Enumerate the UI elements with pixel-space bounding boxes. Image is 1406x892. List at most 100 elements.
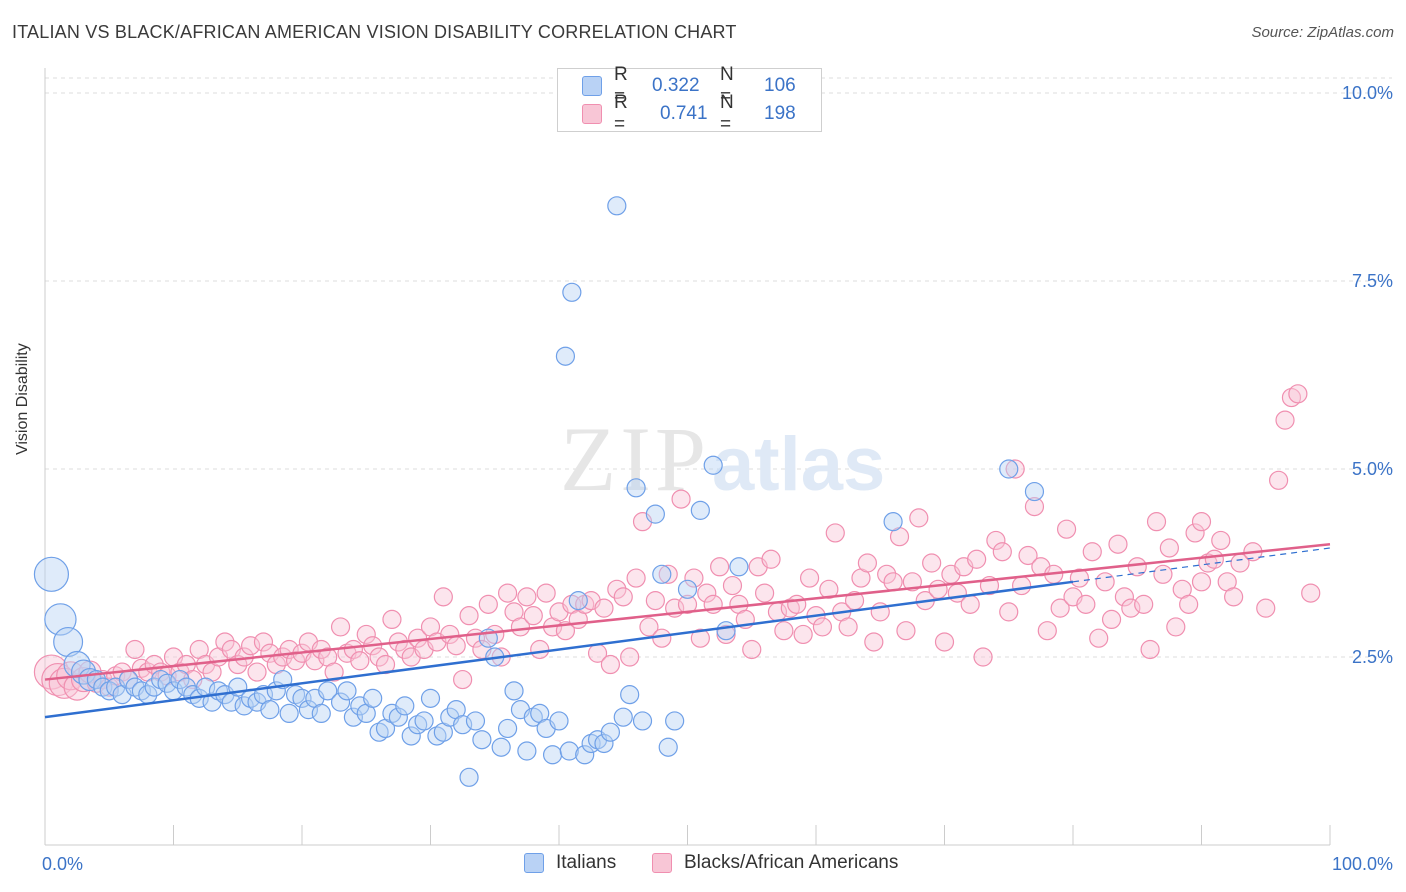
legend-item-black: Blacks/African Americans xyxy=(652,852,898,874)
data-point xyxy=(1166,617,1186,637)
data-point xyxy=(562,282,582,302)
data-point xyxy=(1288,384,1308,404)
series-italians-points xyxy=(33,196,1045,787)
data-point xyxy=(787,594,807,614)
data-point xyxy=(774,621,794,641)
data-point xyxy=(600,722,621,742)
data-point xyxy=(710,557,730,577)
data-point xyxy=(1024,497,1045,517)
data-point xyxy=(799,568,820,588)
data-point xyxy=(1204,549,1224,569)
legend-row-black: R = 0.741 N = 198 xyxy=(582,92,796,135)
data-point xyxy=(1089,628,1109,648)
watermark-zip: ZIP xyxy=(560,408,710,510)
data-point xyxy=(523,606,543,626)
data-point xyxy=(215,632,235,652)
r-value: 0.322 xyxy=(652,75,700,96)
data-point xyxy=(613,707,633,727)
data-point xyxy=(1024,481,1045,502)
italians-swatch xyxy=(524,853,544,873)
data-point xyxy=(388,707,408,727)
data-point xyxy=(433,587,453,607)
data-point xyxy=(658,737,678,757)
data-point xyxy=(1069,568,1090,588)
data-point xyxy=(934,632,955,652)
data-point xyxy=(1121,598,1141,618)
black-swatch xyxy=(652,853,672,873)
data-point xyxy=(1082,542,1102,562)
data-point xyxy=(330,692,351,712)
data-point xyxy=(992,542,1012,562)
data-point xyxy=(1140,639,1160,660)
data-point xyxy=(330,617,351,637)
data-point xyxy=(260,643,280,663)
source-credit: Source: ZipAtlas.com xyxy=(1251,24,1394,41)
data-point xyxy=(665,711,685,731)
data-point xyxy=(498,583,518,603)
data-point xyxy=(645,504,665,524)
data-point xyxy=(343,707,363,727)
data-point xyxy=(459,606,479,626)
data-point xyxy=(697,583,717,603)
data-point xyxy=(363,688,383,708)
data-point xyxy=(395,696,415,716)
legend-row-italians: R = 0.322 N = 106 xyxy=(582,64,796,107)
data-point xyxy=(729,557,749,577)
data-point xyxy=(883,572,903,592)
data-point xyxy=(324,662,344,682)
data-point xyxy=(542,745,563,765)
data-point xyxy=(896,621,916,641)
data-point xyxy=(607,196,627,216)
data-point xyxy=(1268,470,1289,490)
data-point xyxy=(260,700,280,720)
data-point xyxy=(607,579,627,599)
axes xyxy=(44,68,1331,846)
data-point xyxy=(1224,587,1244,607)
data-point xyxy=(690,628,710,648)
watermark-atlas: atlas xyxy=(712,422,885,507)
data-point xyxy=(157,673,177,693)
data-point xyxy=(440,624,460,645)
data-point xyxy=(1153,564,1173,584)
legend-item-italians: Italians xyxy=(524,852,616,874)
data-point xyxy=(176,677,196,697)
trend-lines xyxy=(44,542,1331,719)
data-point xyxy=(234,696,254,716)
data-point xyxy=(626,478,646,498)
data-point xyxy=(684,568,704,588)
data-point xyxy=(298,700,319,720)
data-point xyxy=(465,711,486,731)
data-point xyxy=(967,549,987,569)
data-point xyxy=(864,632,884,652)
data-point xyxy=(626,568,646,588)
data-point xyxy=(754,583,775,603)
data-point xyxy=(568,591,588,611)
data-point xyxy=(793,624,813,645)
data-point xyxy=(530,639,550,660)
data-point xyxy=(960,594,980,614)
data-point xyxy=(902,572,922,592)
data-point xyxy=(125,639,145,660)
r-label: R = xyxy=(614,92,628,135)
data-point xyxy=(1037,621,1057,641)
n-value: 106 xyxy=(764,75,796,96)
data-point xyxy=(838,617,858,637)
legend-label: Blacks/African Americans xyxy=(684,852,899,873)
data-point xyxy=(343,639,363,660)
data-point xyxy=(645,591,665,611)
data-point xyxy=(677,579,698,599)
data-point xyxy=(1211,530,1231,551)
data-point xyxy=(703,455,723,475)
data-point xyxy=(1050,598,1070,618)
italians-swatch xyxy=(582,76,602,96)
data-point xyxy=(555,346,576,366)
legend-label: Italians xyxy=(556,852,617,873)
data-point xyxy=(273,647,293,667)
data-point xyxy=(1095,572,1115,592)
data-point xyxy=(414,711,434,731)
black-swatch xyxy=(582,104,602,124)
data-point xyxy=(247,662,267,682)
data-point xyxy=(922,553,942,573)
n-label: N = xyxy=(720,64,734,107)
data-point xyxy=(318,681,338,701)
